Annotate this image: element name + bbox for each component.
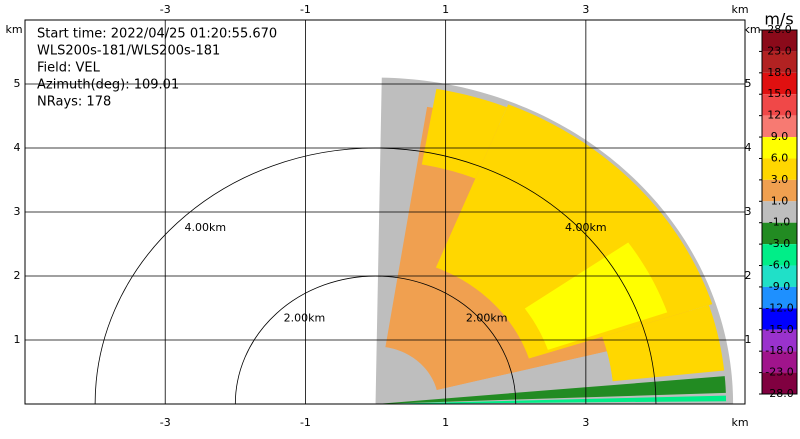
y-tick-label: 3	[14, 205, 21, 218]
colorbar-tick-label: -6.0	[769, 259, 790, 272]
colorbar-segment	[762, 72, 797, 95]
colorbar-tick-label: -3.0	[769, 237, 790, 250]
colorbar-tick-label: 9.0	[771, 130, 789, 143]
colorbar-segment	[762, 201, 797, 223]
colorbar-tick-label: -18.0	[765, 344, 793, 357]
x-tick-label: -1	[300, 3, 311, 16]
colorbar-tick-label: 1.0	[771, 194, 789, 207]
colorbar-label: m/s	[764, 10, 793, 29]
x-tick-label: 1	[442, 416, 449, 429]
colorbar-tick-label: 3.0	[771, 173, 789, 186]
y-tick-label: 1	[14, 333, 21, 346]
colorbar-segment	[762, 137, 797, 159]
colorbar-segment	[762, 30, 797, 52]
y-tick-label: 4	[14, 141, 21, 154]
field-region	[379, 395, 727, 404]
axis-unit: km	[731, 3, 748, 16]
info-line: WLS200s-181/WLS200s-181	[37, 44, 220, 59]
range-ring	[94, 147, 657, 405]
colorbar-segment	[762, 94, 797, 116]
grid-layer	[25, 20, 745, 405]
info-line: NRays: 178	[37, 95, 111, 110]
axis-unit: km	[743, 23, 760, 36]
info-line: Field: VEL	[37, 61, 101, 76]
colorbar-tick-label: 23.0	[767, 44, 792, 57]
info-box: Start time: 2022/04/25 01:20:55.670 WLS20…	[37, 27, 277, 110]
plot-frame	[24, 19, 746, 405]
colorbar-tick-label: 18.0	[767, 66, 792, 79]
field-region	[421, 88, 507, 179]
y-tick-label: 5	[14, 77, 21, 90]
field-region	[524, 242, 668, 350]
colorbar-segment	[762, 372, 797, 394]
colorbar-segment	[762, 244, 797, 266]
y-tick-label: 1	[745, 333, 752, 346]
colorbar-tick-label: -1.0	[769, 216, 790, 229]
y-tick-label: 3	[745, 205, 752, 218]
field-region	[376, 376, 726, 404]
axis-unit: km	[5, 23, 22, 36]
colorbar-segment	[762, 308, 797, 330]
x-tick-label: -3	[160, 416, 171, 429]
x-tick-label: 1	[442, 3, 449, 16]
ring-label: 2.00km	[466, 311, 508, 324]
colorbar-frame	[761, 29, 798, 395]
info-line: Start time: 2022/04/25 01:20:55.670	[37, 27, 277, 42]
axis-unit: km	[731, 416, 748, 429]
colorbar-segment	[762, 351, 797, 373]
x-tick-label: -1	[300, 416, 311, 429]
y-tick-label: 5	[745, 77, 752, 90]
x-tick-label: 3	[582, 416, 589, 429]
x-tick-label: -3	[160, 3, 171, 16]
colorbar-segment	[762, 51, 797, 73]
colorbar-segment	[762, 222, 797, 245]
field-region	[376, 351, 613, 404]
colorbar-segment	[762, 158, 797, 180]
range-ring	[234, 275, 517, 405]
colorbar-tick-label: -9.0	[769, 280, 790, 293]
colorbar-segment	[762, 115, 797, 138]
y-tick-label: 4	[745, 141, 752, 154]
colorbar-segment	[762, 179, 797, 202]
ring-label: 4.00km	[565, 221, 607, 234]
colorbar-segment	[762, 329, 797, 352]
colorbar-tick-label: 6.0	[771, 151, 789, 164]
colorbar-segment	[762, 265, 797, 287]
info-line: Azimuth(deg): 109.01	[37, 78, 179, 93]
y-tick-label: 2	[745, 269, 752, 282]
ring-label: 2.00km	[284, 311, 326, 324]
colorbar-segment	[762, 286, 797, 309]
colorbar-tick-label: 15.0	[767, 87, 792, 100]
colorbar-tick-label: -23.0	[765, 366, 793, 379]
ring-label: 4.00km	[184, 221, 226, 234]
colorbar-tick-label: 12.0	[767, 109, 792, 122]
field-region	[602, 305, 725, 382]
y-tick-label: 2	[14, 269, 21, 282]
data-layer	[375, 77, 734, 404]
x-tick-label: 3	[582, 3, 589, 16]
colorbar-tick-label: -12.0	[765, 301, 793, 314]
colorbar-tick-label: -15.0	[765, 323, 793, 336]
